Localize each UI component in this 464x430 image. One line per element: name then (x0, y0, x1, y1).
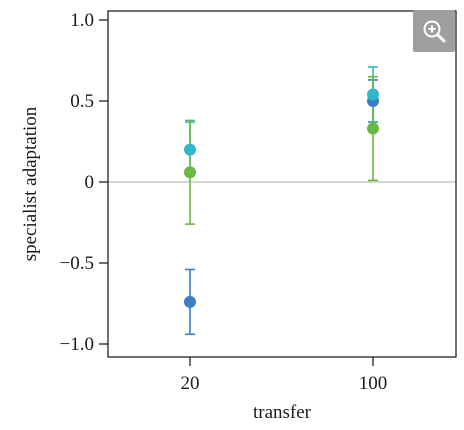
x-tick-label: 100 (359, 373, 388, 394)
y-tick-label: −1.0 (60, 334, 94, 355)
data-point (367, 88, 379, 101)
data-point (184, 143, 196, 156)
y-tick-label: 0.5 (70, 91, 94, 112)
y-tick-label: 1.0 (70, 10, 94, 31)
x-tick-label: 20 (181, 373, 200, 394)
y-axis-title: specialist adaptation (20, 106, 41, 261)
zoom-in-button[interactable] (413, 10, 455, 52)
data-point (184, 166, 196, 179)
data-point (184, 295, 196, 308)
x-axis-title: transfer (253, 402, 312, 423)
data-point (367, 122, 379, 135)
plot-frame (107, 10, 457, 358)
zoom-in-icon (422, 19, 446, 43)
y-tick-label: −0.5 (60, 253, 94, 274)
y-tick-label: 0 (85, 172, 95, 193)
